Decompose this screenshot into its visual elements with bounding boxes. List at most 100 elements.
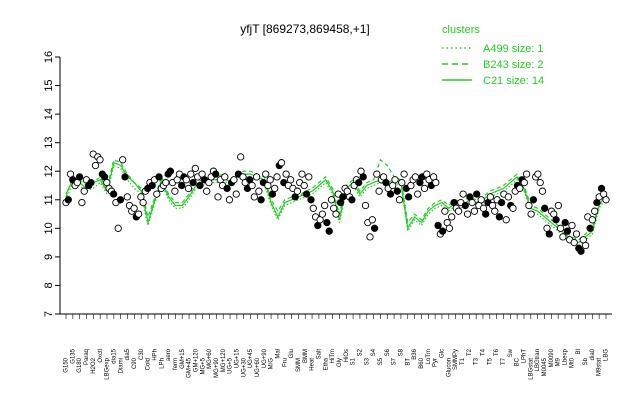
x-tick-label: Bl bbox=[576, 349, 582, 354]
x-tick-label: LPhT bbox=[522, 349, 528, 364]
x-tick-label: Mt0 bbox=[569, 357, 575, 368]
legend-label: B243 size: 2 bbox=[483, 59, 544, 71]
x-axis: G150G135G180ParaqH2O2OxctlLBGexpdia15Dia… bbox=[64, 314, 610, 380]
data-point bbox=[432, 178, 440, 187]
data-point bbox=[370, 224, 379, 232]
data-point bbox=[221, 173, 229, 181]
x-tick-label: Paraq bbox=[84, 349, 90, 365]
data-point bbox=[554, 201, 563, 210]
x-tick-label: Fru bbox=[282, 358, 288, 367]
data-point bbox=[307, 196, 315, 204]
data-point bbox=[273, 173, 281, 181]
data-point bbox=[586, 224, 594, 232]
x-tick-label: Oxctl bbox=[98, 349, 104, 363]
x-tick-label: Heat bbox=[310, 358, 316, 371]
x-tick-label: LBG bbox=[604, 349, 610, 361]
x-tick-label: H2O2 bbox=[91, 357, 97, 373]
x-tick-label: T3 bbox=[474, 357, 480, 365]
data-point bbox=[212, 170, 220, 178]
x-tick-label: Sb bbox=[583, 357, 589, 365]
data-point bbox=[398, 178, 406, 187]
x-tick-label: S4 bbox=[371, 348, 377, 356]
y-tick-label: 7 bbox=[43, 311, 55, 317]
x-tick-label: T1 bbox=[460, 357, 466, 365]
data-point bbox=[570, 238, 578, 247]
data-point bbox=[434, 221, 442, 230]
data-point bbox=[277, 159, 286, 167]
data-point bbox=[286, 176, 295, 184]
data-point bbox=[504, 193, 513, 201]
x-tick-label: GM+15 bbox=[180, 348, 186, 369]
legend-label: C21 size: 14 bbox=[483, 75, 544, 87]
x-tick-label: LBGtran bbox=[535, 349, 541, 371]
data-point bbox=[214, 193, 222, 201]
data-point bbox=[411, 173, 420, 181]
data-point bbox=[445, 224, 454, 232]
data-point bbox=[75, 173, 84, 181]
data-point bbox=[184, 184, 193, 193]
data-point bbox=[404, 193, 413, 201]
x-tick-label: UG+15 bbox=[234, 348, 240, 368]
x-tick-label: SMM bbox=[296, 358, 302, 372]
data-point bbox=[91, 161, 100, 170]
data-point bbox=[78, 198, 86, 207]
data-point bbox=[309, 204, 317, 212]
data-point bbox=[262, 170, 270, 178]
data-point bbox=[230, 176, 238, 184]
data-point bbox=[534, 170, 542, 178]
data-point bbox=[591, 207, 599, 215]
y-tick-label: 11 bbox=[43, 194, 55, 205]
data-point bbox=[463, 210, 472, 218]
data-point bbox=[373, 170, 381, 178]
x-tick-label: Glc bbox=[440, 349, 446, 358]
data-point bbox=[497, 198, 506, 207]
data-point bbox=[196, 181, 204, 190]
data-point bbox=[516, 184, 524, 193]
data-point bbox=[536, 178, 544, 187]
data-point bbox=[491, 207, 499, 215]
data-point bbox=[348, 196, 356, 204]
x-tick-label: Salt bbox=[316, 349, 322, 360]
data-point bbox=[178, 181, 186, 190]
data-point bbox=[438, 227, 447, 235]
x-tick-label: B60 bbox=[419, 357, 425, 368]
x-tick-label: S8 bbox=[399, 348, 405, 356]
data-point bbox=[529, 196, 538, 204]
data-point bbox=[386, 190, 395, 198]
data-point bbox=[96, 156, 104, 164]
x-tick-label: dia5 bbox=[125, 348, 131, 360]
x-tick-label: T5 bbox=[487, 357, 493, 365]
x-tick-label: T6 bbox=[494, 348, 500, 356]
data-point bbox=[459, 190, 467, 198]
x-tick-label: UG+45 bbox=[248, 348, 254, 368]
x-tick-label: Pyr bbox=[433, 358, 439, 367]
x-tick-label: T2 bbox=[467, 348, 473, 356]
x-tick-label: M9 bbox=[556, 357, 562, 366]
y-tick-label: 12 bbox=[43, 165, 55, 177]
legend-label: A499 size: 1 bbox=[483, 43, 544, 55]
data-point bbox=[327, 196, 336, 204]
data-point bbox=[114, 224, 122, 232]
data-point bbox=[305, 173, 313, 181]
data-point bbox=[414, 190, 422, 198]
data-point bbox=[339, 193, 347, 201]
legend-entry: C21 size: 14 bbox=[442, 75, 544, 87]
x-tick-label: Glucon bbox=[446, 358, 452, 377]
x-tick-label: HiOs bbox=[344, 349, 350, 362]
data-point bbox=[588, 216, 597, 224]
x-tick-label: Mal bbox=[275, 349, 281, 359]
data-point bbox=[400, 170, 408, 178]
data-point bbox=[572, 230, 581, 238]
data-point bbox=[130, 204, 138, 212]
data-point bbox=[318, 210, 327, 218]
data-point bbox=[119, 156, 127, 164]
data-point bbox=[225, 196, 234, 204]
x-tick-label: GM+45 bbox=[187, 357, 193, 378]
data-point bbox=[577, 247, 585, 255]
x-tick-label: G180 bbox=[77, 357, 83, 372]
data-point bbox=[559, 233, 567, 241]
x-tick-label: M9stat bbox=[597, 358, 603, 376]
data-point bbox=[486, 193, 494, 201]
x-tick-label: S6 bbox=[385, 348, 391, 356]
